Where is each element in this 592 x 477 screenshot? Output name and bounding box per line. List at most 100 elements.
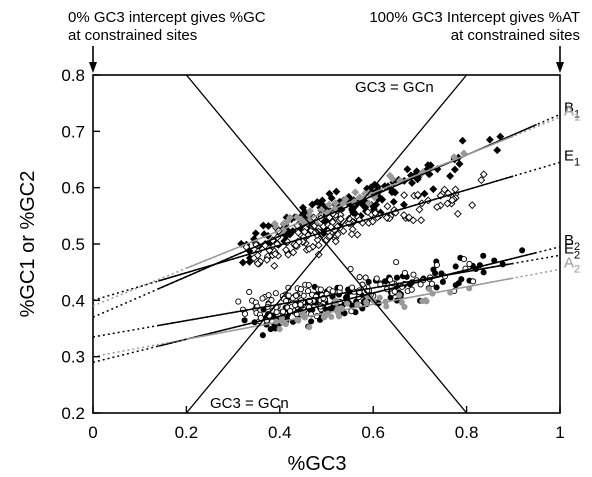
data-point-E2 [285,292,292,299]
data-point-B1 [251,229,260,238]
data-point-B1 [239,258,247,267]
y-tick-label: 0.8 [61,66,85,85]
data-point-E1 [273,240,282,248]
data-point-E1 [448,196,457,205]
data-point-B1 [458,136,467,145]
data-point-E1 [253,259,262,268]
data-point-B1 [450,165,459,174]
series-label-A2: A2 [564,254,580,275]
data-point-B1 [318,196,327,205]
data-point-E2 [292,292,300,299]
data-point-B1 [426,161,435,170]
data-point-A2 [363,299,370,306]
data-point-E1 [314,241,323,250]
data-point-E1 [424,196,433,205]
x-tick-label: 0.4 [268,423,292,442]
data-point-B1 [446,172,455,180]
data-point-E2 [393,259,400,266]
data-point-E1 [443,199,452,208]
data-point-B2 [430,266,437,273]
data-point-A2 [401,303,408,311]
data-point-E1 [294,228,303,237]
data-point-E1 [283,237,292,246]
data-point-A2 [276,326,283,333]
data-point-B2 [439,278,446,286]
data-point-A2 [335,313,343,320]
data-point-E2 [460,256,468,263]
data-point-E1 [451,185,460,194]
data-point-B1 [354,176,363,185]
data-point-B1 [429,185,438,194]
data-point-E2 [401,269,408,276]
fit-line-B2 [158,251,537,347]
reference-line-gc3-gcn [185,75,468,413]
series-label-B2: B2 [564,232,580,253]
data-point-E1 [336,215,345,223]
data-point-E2 [373,275,380,282]
data-point-E2 [470,278,477,285]
data-point-E2 [265,292,272,299]
data-point-B1 [485,135,494,144]
data-point-A1 [341,195,350,204]
arrow-head [89,62,97,73]
data-point-E1 [405,213,414,222]
data-point-E1 [268,236,277,245]
annotation-right-line2: at constrained sites [451,27,580,44]
data-point-A2 [376,294,383,301]
data-point-E1 [436,191,445,200]
data-point-E1 [453,209,462,218]
annotation-left-line1: 0% GC3 intercept gives %GC [68,9,266,26]
x-tick-label: 0.6 [361,423,385,442]
y-axis-title: %GC1 or %GC2 [17,171,39,318]
data-point-A2 [328,313,335,320]
data-point-E2 [272,290,279,297]
data-point-E2 [329,288,336,295]
data-point-E1 [413,190,422,199]
data-point-E2 [235,298,242,305]
data-point-B1 [327,194,336,203]
data-point-E1 [331,237,340,246]
data-point-E1 [300,227,309,236]
fit-line-A2 [186,277,514,340]
data-point-B2 [308,318,315,325]
data-point-B1 [245,257,254,266]
data-point-A1 [270,219,279,228]
fit-line-A1 [186,135,514,269]
data-point-B1 [455,159,464,168]
data-point-E2 [304,288,312,295]
data-point-E1 [311,228,320,237]
data-point-E1 [382,213,391,222]
data-point-E2 [279,308,287,315]
data-point-A2 [320,313,327,321]
data-point-E2 [466,260,473,267]
data-point-B2 [452,282,459,289]
data-point-B1 [493,146,502,155]
x-tick-label: 0.8 [455,423,479,442]
x-tick-label: 0 [88,423,97,442]
y-tick-label: 0.4 [61,291,85,310]
data-point-E1 [479,170,488,179]
data-point-E1 [314,250,323,259]
fit-line-E2 [158,262,514,327]
data-point-B2 [519,247,526,254]
data-point-A1 [388,174,397,183]
data-point-E2 [317,286,324,293]
data-point-A2 [344,300,351,307]
data-point-E2 [273,309,280,316]
data-point-E1 [339,227,348,236]
data-point-E2 [292,302,299,309]
x-tick-label: 1 [555,423,564,442]
data-point-B1 [389,197,398,206]
data-point-A1 [283,217,292,226]
data-point-A2 [422,297,429,304]
data-point-E2 [387,276,394,283]
data-point-B1 [420,189,429,198]
data-point-E2 [349,284,356,291]
data-point-A1 [325,200,333,209]
data-point-E1 [363,208,372,217]
data-point-A1 [293,213,301,222]
data-point-E2 [259,295,266,302]
data-point-E1 [345,214,354,223]
data-point-B2 [393,274,401,281]
